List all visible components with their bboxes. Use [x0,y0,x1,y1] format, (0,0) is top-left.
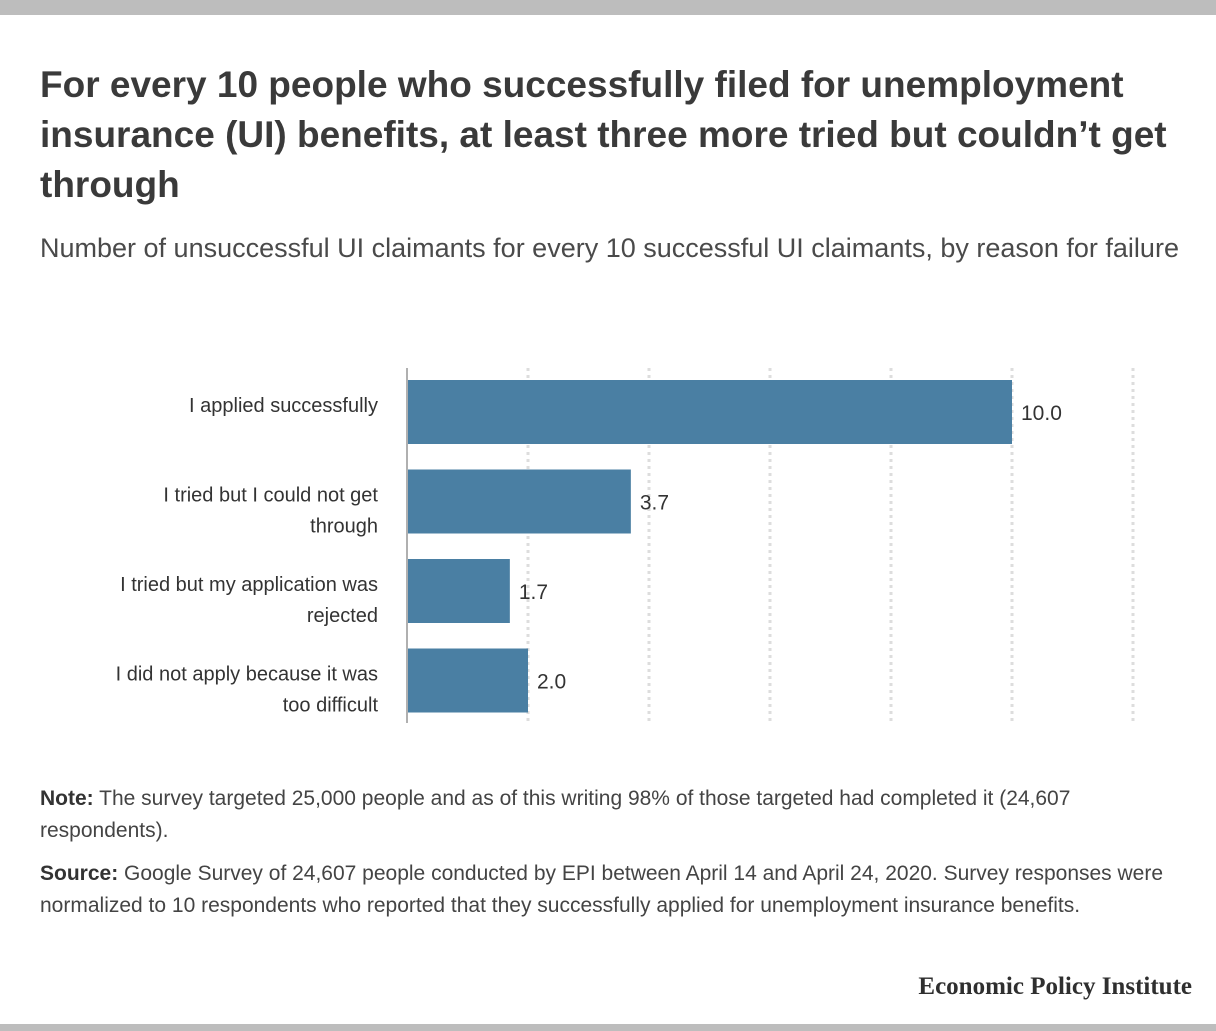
bar-chart: I applied successfully I tried but I coul… [116,368,1135,723]
value-labels: 10.0 3.7 1.7 2.0 [519,402,1062,694]
source-label: Source: [40,862,119,885]
value-label: 1.7 [519,581,548,604]
source: Source: Google Survey of 24,607 people c… [40,858,1180,922]
note: Note: The survey targeted 25,000 people … [40,783,1180,847]
bars [407,380,1012,713]
value-label: 10.0 [1021,402,1062,425]
category-label: rejected [307,605,378,627]
category-label: through [310,516,378,538]
value-label: 3.7 [640,492,669,515]
bar [407,469,631,534]
value-label: 2.0 [537,671,566,694]
category-label: too difficult [283,695,379,717]
chart-subtitle: Number of unsuccessful UI claimants for … [40,233,1179,263]
source-text: Google Survey of 24,607 people conducted… [40,862,1164,917]
category-label: I tried but I could not get [163,485,378,507]
category-label: I tried but my application was [120,574,378,596]
category-labels: I applied successfully I tried but I coul… [116,395,379,717]
bar [407,380,1012,444]
chart-title: For every 10 people who successfully fil… [40,64,1167,205]
note-label: Note: [40,787,94,810]
category-label: I did not apply because it was [116,664,378,686]
bar [407,648,528,713]
category-label: I applied successfully [189,395,378,417]
bottom-rule [0,1024,1216,1031]
note-text: The survey targeted 25,000 people and as… [40,787,1071,842]
top-rule [0,0,1216,15]
brand-logo-text: Economic Policy Institute [918,973,1192,1000]
bar [407,559,510,623]
